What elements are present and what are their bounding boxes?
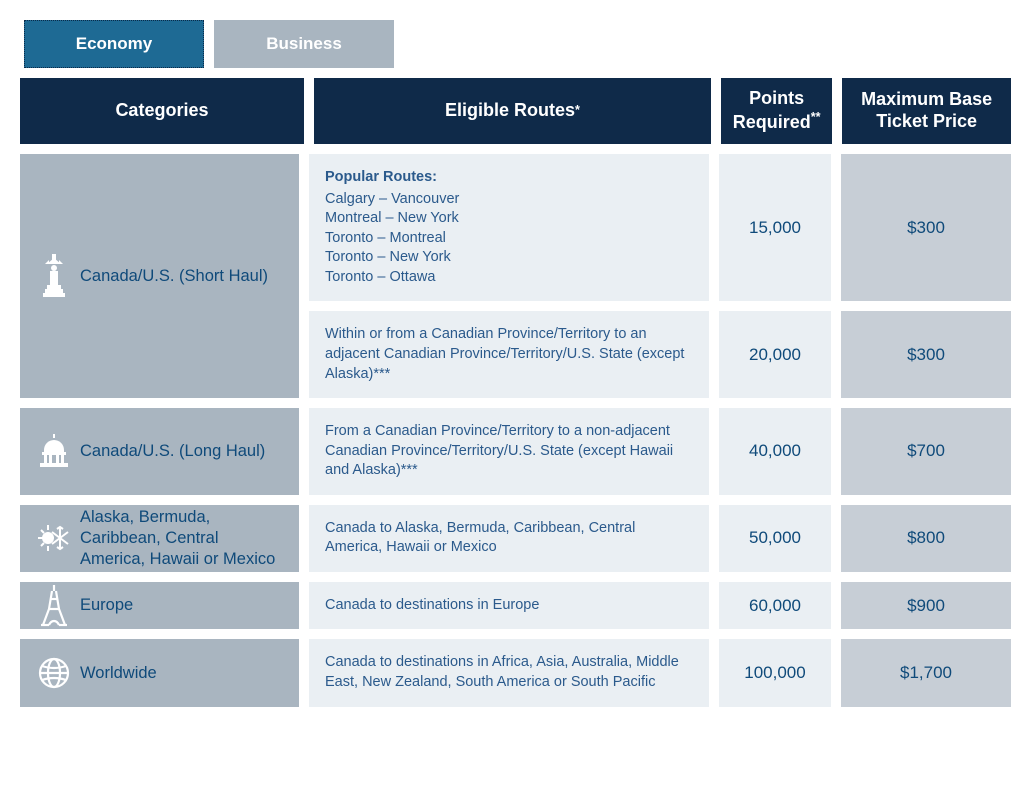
statue-liberty-icon xyxy=(34,254,74,298)
table-row: Popular Routes:Calgary – VancouverMontre… xyxy=(309,154,1011,301)
rewards-table-body: Canada/U.S. (Short Haul)Popular Routes:C… xyxy=(20,154,1011,707)
category-cell: Canada/U.S. (Long Haul) xyxy=(20,408,299,495)
route-cell: Canada to Alaska, Bermuda, Caribbean, Ce… xyxy=(309,505,709,572)
category-label: Europe xyxy=(74,595,133,616)
table-row: Canada to destinations in Africa, Asia, … xyxy=(309,639,1011,706)
points-cell: 40,000 xyxy=(719,408,831,495)
route-cell: From a Canadian Province/Territory to a … xyxy=(309,408,709,495)
header-price: Maximum Base Ticket Price xyxy=(842,78,1011,144)
popular-route-item: Calgary – Vancouver xyxy=(325,190,693,210)
route-cell: Popular Routes:Calgary – VancouverMontre… xyxy=(309,154,709,301)
category-rows: Canada to Alaska, Bermuda, Caribbean, Ce… xyxy=(309,505,1011,572)
popular-routes-title: Popular Routes: xyxy=(325,168,693,188)
header-points-text: Points Required xyxy=(733,88,811,132)
category-block: Europe Canada to destinations in Europe 60… xyxy=(20,582,1011,630)
category-label: Worldwide xyxy=(74,663,157,684)
category-block: Worldwide Canada to destinations in Afric… xyxy=(20,639,1011,706)
capitol-icon xyxy=(34,434,74,468)
points-cell: 50,000 xyxy=(719,505,831,572)
category-rows: Canada to destinations in Africa, Asia, … xyxy=(309,639,1011,706)
category-block: Alaska, Bermuda, Caribbean, Central Amer… xyxy=(20,505,1011,572)
table-row: Canada to destinations in Europe 60,000$9… xyxy=(309,582,1011,630)
route-description: Canada to Alaska, Bermuda, Caribbean, Ce… xyxy=(325,519,693,558)
header-categories: Categories xyxy=(20,78,304,144)
route-description: Canada to destinations in Africa, Asia, … xyxy=(325,653,693,692)
route-cell: Within or from a Canadian Province/Terri… xyxy=(309,311,709,398)
price-cell: $700 xyxy=(841,408,1011,495)
header-routes-asterisk: * xyxy=(575,103,580,118)
category-cell: Europe xyxy=(20,582,299,630)
eiffel-icon xyxy=(34,585,74,627)
category-label: Canada/U.S. (Short Haul) xyxy=(74,266,268,287)
header-routes-text: Eligible Routes xyxy=(445,100,575,122)
route-description: Within or from a Canadian Province/Terri… xyxy=(325,325,693,384)
category-rows: Canada to destinations in Europe 60,000$9… xyxy=(309,582,1011,630)
route-description: From a Canadian Province/Territory to a … xyxy=(325,422,693,481)
points-cell: 20,000 xyxy=(719,311,831,398)
sun-snow-icon xyxy=(34,521,74,555)
popular-route-item: Toronto – Ottawa xyxy=(325,268,693,288)
category-rows: Popular Routes:Calgary – VancouverMontre… xyxy=(309,154,1011,398)
category-block: Canada/U.S. (Long Haul) From a Canadian P… xyxy=(20,408,1011,495)
popular-route-item: Toronto – Montreal xyxy=(325,229,693,249)
category-rows: From a Canadian Province/Territory to a … xyxy=(309,408,1011,495)
category-cell: Canada/U.S. (Short Haul) xyxy=(20,154,299,398)
price-cell: $800 xyxy=(841,505,1011,572)
popular-route-item: Montreal – New York xyxy=(325,209,693,229)
route-cell: Canada to destinations in Europe xyxy=(309,582,709,630)
category-cell: Worldwide xyxy=(20,639,299,706)
header-routes: Eligible Routes* xyxy=(314,78,711,144)
header-points-asterisk: ** xyxy=(811,110,821,124)
cabin-tabs: Economy Business xyxy=(24,20,1011,68)
category-cell: Alaska, Bermuda, Caribbean, Central Amer… xyxy=(20,505,299,572)
tab-economy[interactable]: Economy xyxy=(24,20,204,68)
price-cell: $300 xyxy=(841,311,1011,398)
price-cell: $300 xyxy=(841,154,1011,301)
category-label: Canada/U.S. (Long Haul) xyxy=(74,441,265,462)
route-description: Canada to destinations in Europe xyxy=(325,596,693,616)
globe-icon xyxy=(34,656,74,690)
points-cell: 100,000 xyxy=(719,639,831,706)
tab-business[interactable]: Business xyxy=(214,20,394,68)
route-cell: Canada to destinations in Africa, Asia, … xyxy=(309,639,709,706)
category-label: Alaska, Bermuda, Caribbean, Central Amer… xyxy=(74,507,285,569)
table-row: Within or from a Canadian Province/Terri… xyxy=(309,311,1011,398)
table-row: From a Canadian Province/Territory to a … xyxy=(309,408,1011,495)
header-points: Points Required** xyxy=(721,78,832,144)
price-cell: $900 xyxy=(841,582,1011,630)
table-row: Canada to Alaska, Bermuda, Caribbean, Ce… xyxy=(309,505,1011,572)
points-cell: 60,000 xyxy=(719,582,831,630)
popular-route-item: Toronto – New York xyxy=(325,248,693,268)
points-cell: 15,000 xyxy=(719,154,831,301)
table-header-row: Categories Eligible Routes* Points Requi… xyxy=(20,78,1011,144)
category-block: Canada/U.S. (Short Haul) Popular Routes:C… xyxy=(20,154,1011,398)
price-cell: $1,700 xyxy=(841,639,1011,706)
